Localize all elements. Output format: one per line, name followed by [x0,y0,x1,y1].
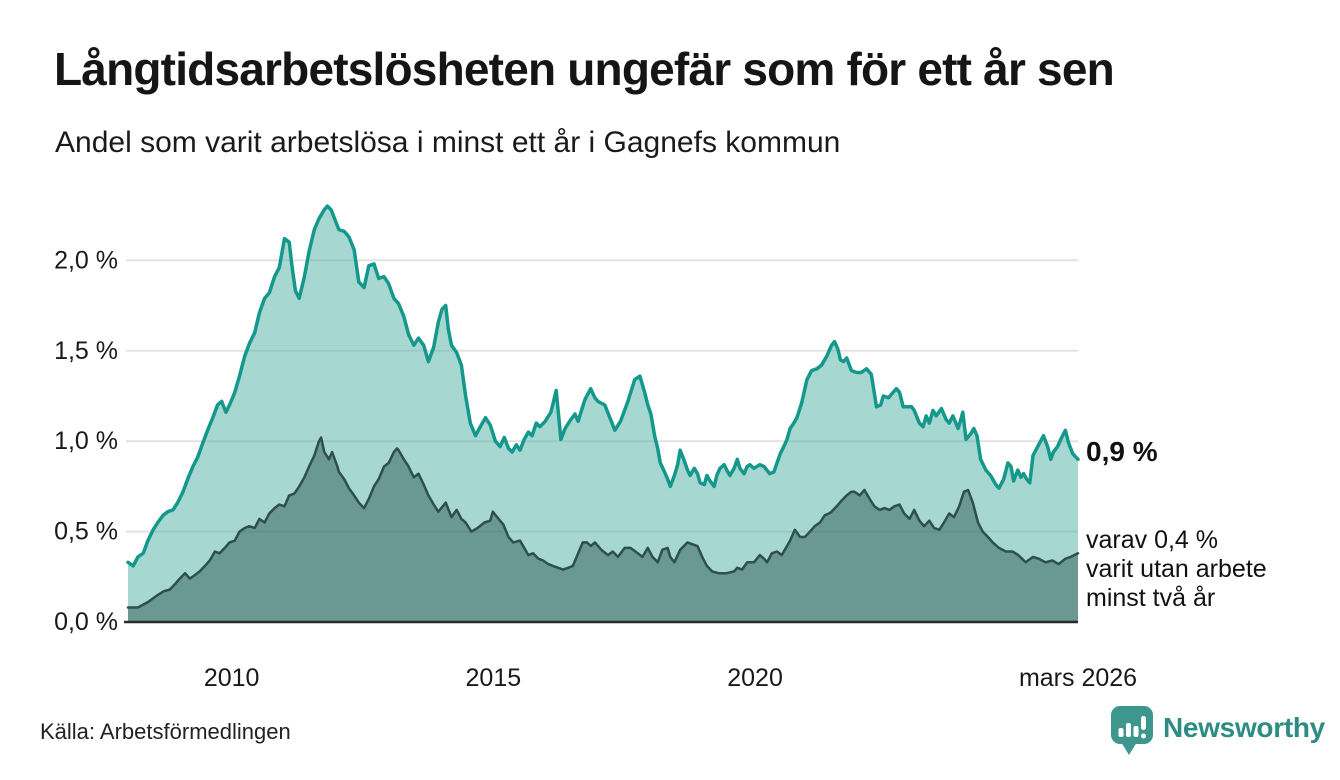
newsworthy-wordmark: Newsworthy [1163,712,1325,743]
y-axis-tick-label: 2,0 % [54,246,118,274]
x-axis-tick-label: mars 2026 [1019,664,1137,692]
x-axis-tick-label: 2010 [204,664,260,692]
newsworthy-bubble-icon [1111,706,1153,755]
x-axis-tick-label: 2015 [466,664,522,692]
y-axis-tick-label: 1,5 % [54,337,118,365]
line-series-1 [126,436,1080,609]
subset-note-line: varit utan arbete [1086,555,1267,583]
area-series-1 [128,437,1078,622]
y-axis-tick-label: 0,5 % [54,518,118,546]
latest-value-label: 0,9 % [1086,436,1158,467]
subset-note-line: minst två år [1086,584,1216,612]
newsworthy-logo: Newsworthy [1110,705,1325,757]
source-credit: Källa: Arbetsförmedlingen [40,719,291,744]
y-axis-tick-label: 0,0 % [54,608,118,636]
subset-note: varav 0,4 % varit utan arbete minst två … [1086,526,1267,613]
line-series-0 [126,204,1080,568]
page-title: Långtidsarbetslösheten ungefär som för e… [54,43,1115,95]
y-axis-tick-label: 1,0 % [54,427,118,455]
subset-note-line: varav 0,4 % [1086,526,1219,554]
x-axis-tick-label: 2020 [727,664,783,692]
page-subtitle: Andel som varit arbetslösa i minst ett å… [55,126,841,159]
